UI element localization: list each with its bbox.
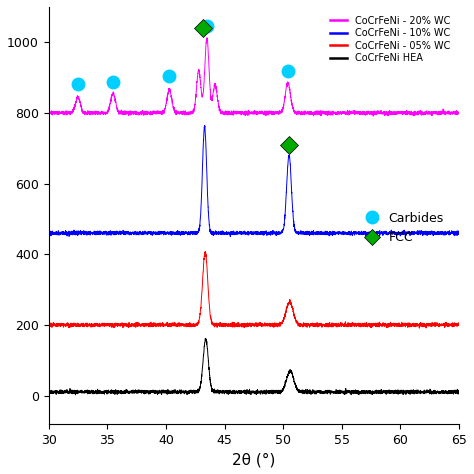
Legend: Carbides, FCC: Carbides, FCC: [361, 207, 449, 249]
X-axis label: 2θ (°): 2θ (°): [232, 452, 275, 467]
